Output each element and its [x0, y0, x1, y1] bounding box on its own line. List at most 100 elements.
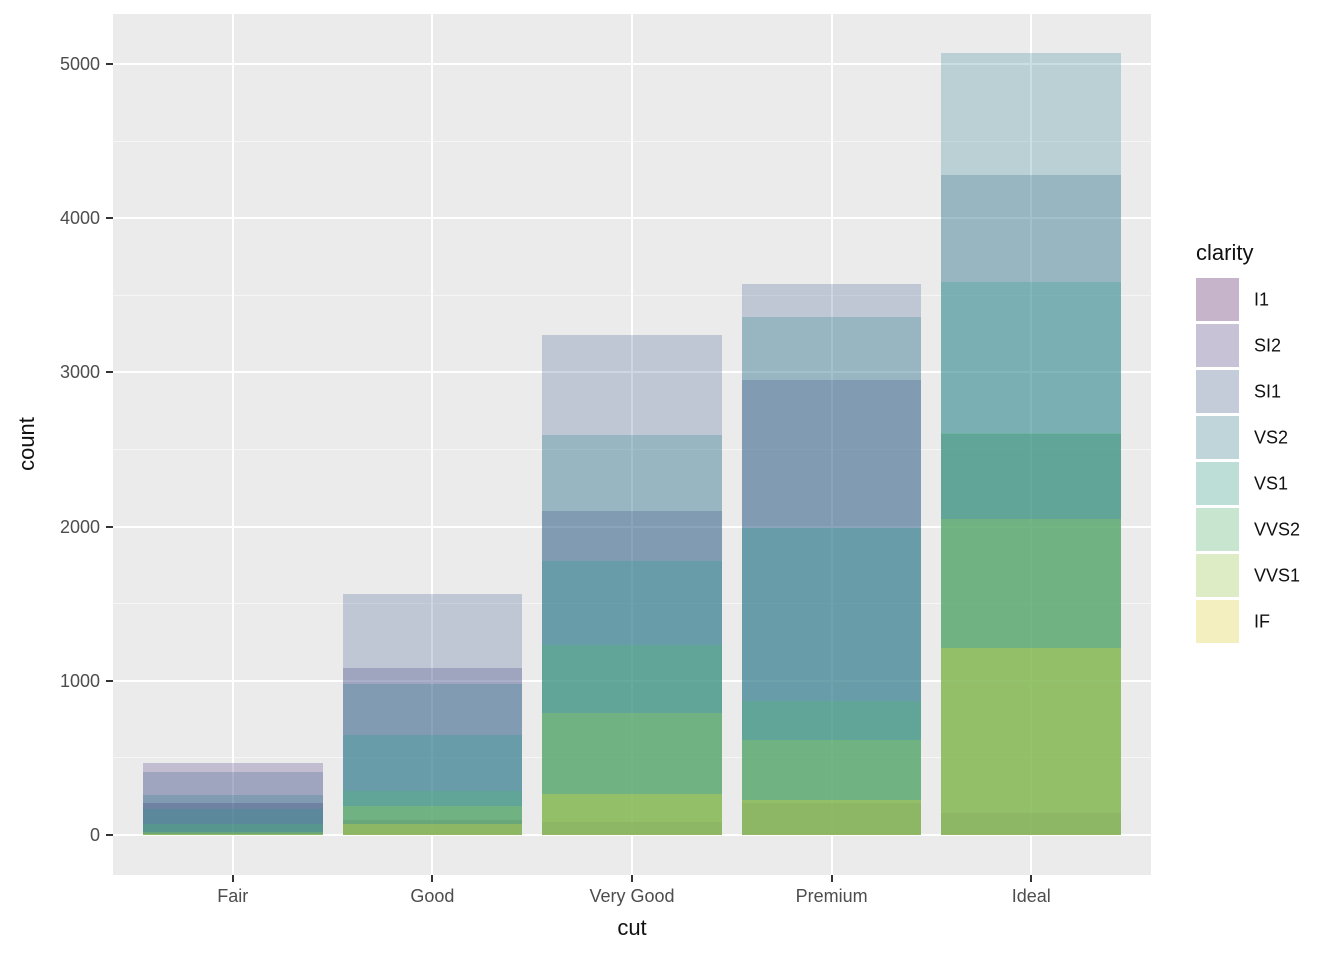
legend-item-vvs2: VVS2 — [1196, 508, 1336, 551]
legend-item-if: IF — [1196, 600, 1336, 643]
bar-segment-premium-vvs2 — [741, 700, 922, 835]
x-axis-title: cut — [617, 915, 647, 940]
legend-label-vvs2: VVS2 — [1254, 519, 1301, 539]
legend-swatch-fill-i1 — [1196, 278, 1239, 321]
legend-title: clarity — [1196, 240, 1254, 265]
legend-swatch-fill-vvs2 — [1196, 508, 1239, 551]
bar-segment-ideal-si2 — [941, 434, 1122, 835]
legend-item-si1: SI1 — [1196, 370, 1336, 413]
legend-swatch-fill-vs2 — [1196, 416, 1239, 459]
bar-segment-good-vvs2 — [342, 790, 523, 835]
x-tick-very-good — [631, 875, 633, 882]
y-tick-label-4000: 4000 — [59, 208, 100, 229]
legend-label-vs2: VS2 — [1254, 427, 1289, 447]
y-tick-label-3000: 3000 — [59, 362, 100, 383]
bar-segment-fair-si2 — [142, 763, 323, 835]
legend-swatch-si1 — [1196, 370, 1239, 413]
bar-segment-good-if — [342, 824, 523, 835]
bar-segment-ideal-vs1 — [941, 281, 1122, 835]
bar-segment-ideal-vs2 — [941, 53, 1122, 835]
bar-segment-fair-vs1 — [142, 808, 323, 835]
y-tick-label-0: 0 — [89, 825, 100, 845]
x-tick-label-fair: Fair — [217, 886, 249, 906]
legend-swatch-i1 — [1196, 278, 1239, 321]
y-tick-label-5000: 5000 — [59, 54, 100, 74]
x-tick-label-premium: Premium — [795, 886, 868, 906]
legend-swatch-fill-if — [1196, 600, 1239, 643]
legend-swatch-fill-si1 — [1196, 370, 1239, 413]
bar-segment-very-good-vs2 — [542, 435, 722, 835]
bar-segment-fair-vvs2 — [142, 824, 323, 835]
plot-panel — [113, 14, 1151, 875]
bar-segment-fair-vs2 — [142, 794, 323, 835]
bar-segment-good-si1 — [342, 594, 523, 835]
bar-segment-good-i1 — [342, 820, 523, 835]
gridline-major-x-good — [431, 14, 434, 875]
legend-swatch-fill-si2 — [1196, 324, 1239, 367]
legend-item-vvs1: VVS1 — [1196, 554, 1336, 597]
x-tick-label-very-good: Very Good — [589, 886, 675, 906]
y-tick-1000 — [106, 679, 113, 682]
gridline-major-x-ideal — [1030, 14, 1033, 875]
legend-swatch-vvs2 — [1196, 508, 1239, 551]
bar-segment-fair-si1 — [142, 772, 323, 835]
bar-segment-premium-i1 — [741, 803, 922, 835]
bar-segment-good-vvs1 — [342, 806, 523, 835]
y-tick-4000 — [106, 217, 113, 220]
gridline-major-x-premium — [830, 14, 833, 875]
bar-segment-fair-i1 — [142, 802, 323, 835]
bar-segment-fair-if — [142, 833, 323, 835]
legend-item-si2: SI2 — [1196, 324, 1336, 367]
bar-segment-good-vs1 — [342, 735, 523, 835]
y-tick-3000 — [106, 371, 113, 374]
legend-swatch-fill-vs1 — [1196, 462, 1239, 505]
gridline-major-x-very-good — [631, 14, 633, 875]
bar-segment-ideal-vvs1 — [941, 519, 1122, 835]
bar-segment-very-good-vvs2 — [542, 644, 722, 835]
legend-item-vs2: VS2 — [1196, 416, 1336, 459]
legend-label-si1: SI1 — [1254, 381, 1282, 401]
bar-segment-good-vs2 — [342, 684, 523, 835]
bar-segment-ideal-i1 — [941, 812, 1122, 835]
bar-segment-ideal-if — [941, 648, 1122, 835]
bar-segment-very-good-si2 — [542, 511, 722, 835]
bar-segment-good-si2 — [342, 668, 523, 835]
y-axis-title: count — [14, 417, 39, 471]
bar-segment-ideal-si1 — [941, 174, 1122, 835]
gridline-major-x-fair — [231, 14, 234, 875]
x-tick-premium — [830, 875, 833, 882]
bar-segment-premium-vs1 — [741, 528, 922, 835]
bar-segment-premium-vvs1 — [741, 740, 922, 835]
x-tick-label-ideal: Ideal — [1011, 886, 1051, 906]
x-tick-label-good: Good — [410, 886, 455, 906]
legend-label-vvs1: VVS1 — [1254, 565, 1301, 585]
legend-label-vs1: VS1 — [1254, 473, 1289, 493]
legend-item-vs1: VS1 — [1196, 462, 1336, 505]
legend-label-if: IF — [1254, 611, 1270, 631]
legend-swatch-if — [1196, 600, 1239, 643]
x-tick-ideal — [1030, 875, 1033, 882]
legend-swatch-vs2 — [1196, 416, 1239, 459]
legend-label-i1: I1 — [1254, 289, 1270, 309]
bar-segment-very-good-vs1 — [542, 561, 722, 835]
bar-segment-premium-if — [741, 799, 922, 835]
bar-segment-premium-si2 — [741, 380, 922, 835]
y-tick-0 — [106, 834, 113, 836]
legend-swatch-si2 — [1196, 324, 1239, 367]
bar-segment-ideal-vvs2 — [941, 433, 1122, 835]
bar-segment-very-good-vvs1 — [542, 713, 722, 835]
y-tick-2000 — [106, 525, 113, 528]
bar-segment-fair-vvs1 — [142, 832, 323, 835]
y-tick-5000 — [106, 63, 113, 65]
legend-swatch-vs1 — [1196, 462, 1239, 505]
bar-segment-premium-vs2 — [741, 317, 922, 835]
x-tick-fair — [231, 875, 234, 882]
bar-segment-premium-si1 — [741, 283, 922, 835]
bar-segment-very-good-if — [542, 793, 722, 835]
x-tick-good — [431, 875, 434, 882]
legend-swatch-fill-vvs1 — [1196, 554, 1239, 597]
bar-segment-very-good-si1 — [542, 335, 722, 835]
legend-swatch-vvs1 — [1196, 554, 1239, 597]
bar-segment-very-good-i1 — [542, 822, 722, 835]
